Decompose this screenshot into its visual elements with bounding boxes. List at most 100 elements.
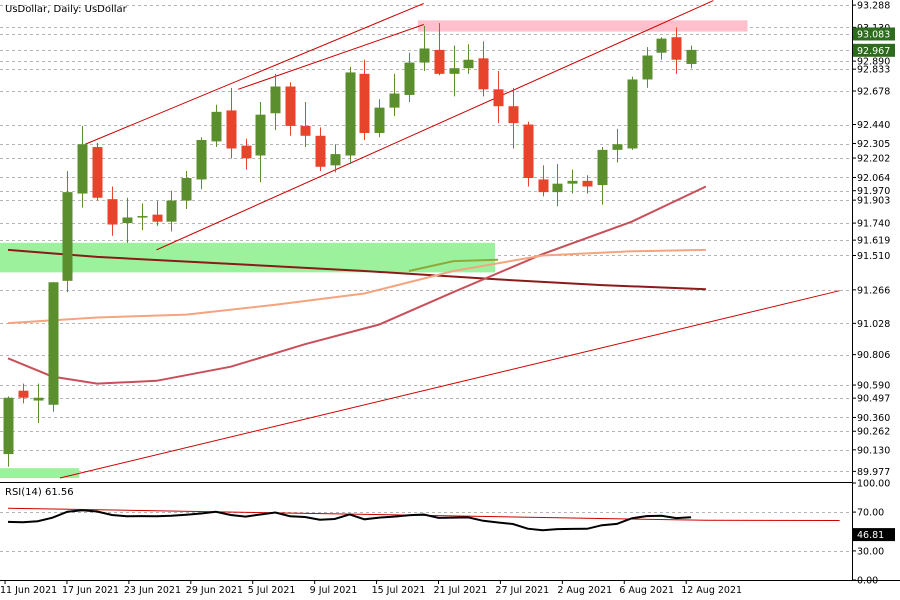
price-tick-label: 91.619 xyxy=(857,236,890,247)
rsi-tick-label: 100.00 xyxy=(857,479,890,490)
mid-ma-line xyxy=(7,185,707,385)
price-tick-label: 91.510 xyxy=(857,251,890,262)
moving-averages xyxy=(7,185,707,385)
price-tick-label: 90.130 xyxy=(857,445,890,456)
window-title: UsDollar, Daily: UsDollar xyxy=(5,4,128,15)
rsi-tag-label: 46.81 xyxy=(857,530,884,541)
time-tick-label: 11 Jun 2021 xyxy=(0,585,57,596)
price-tick-label: 90.590 xyxy=(857,381,890,392)
rsi-tick-label: 30.00 xyxy=(857,546,884,557)
bull-candle-body xyxy=(62,192,73,281)
bear-candle-body xyxy=(226,110,237,149)
fast-ma-line xyxy=(7,248,706,325)
time-tick-label: 23 Jun 2021 xyxy=(124,585,181,596)
price-tick-label: 89.977 xyxy=(857,467,890,478)
price-tag-label: 93.083 xyxy=(857,29,890,40)
bull-candle-body xyxy=(656,38,667,53)
bull-candle-body xyxy=(567,180,578,184)
price-tick-label: 92.305 xyxy=(857,139,890,150)
bear-candle-body xyxy=(152,214,163,222)
price-tick-label: 91.740 xyxy=(857,219,890,230)
candlesticks xyxy=(3,23,697,467)
bull-candle-body xyxy=(389,93,400,108)
time-tick-label: 6 Aug 2021 xyxy=(619,585,674,596)
bull-candle-body xyxy=(122,217,133,224)
price-tick-label: 91.028 xyxy=(857,319,890,330)
price-tick-label: 92.440 xyxy=(857,120,890,131)
bull-candle-body xyxy=(374,107,385,133)
bear-candle-body xyxy=(582,180,593,187)
price-tick-label: 90.262 xyxy=(857,427,890,438)
bull-candle-body xyxy=(48,282,59,405)
bear-candle-body xyxy=(241,145,252,159)
trendline xyxy=(85,2,424,145)
rsi-tag-background xyxy=(853,528,895,542)
bear-candle-body xyxy=(285,86,296,126)
trendline xyxy=(156,0,714,251)
price-tick-label: 92.678 xyxy=(857,87,890,98)
price-tick-label: 92.833 xyxy=(857,65,890,76)
time-tick-label: 17 Jun 2021 xyxy=(62,585,119,596)
bull-candle-body xyxy=(419,48,430,63)
zones xyxy=(0,20,748,478)
bull-candle-body xyxy=(627,79,638,149)
bull-candle-body xyxy=(255,114,266,156)
time-tick-label: 5 Jul 2021 xyxy=(248,585,296,596)
price-tick-label: 92.064 xyxy=(857,173,890,184)
bull-candle-body xyxy=(345,72,356,156)
bear-candle-body xyxy=(107,199,118,225)
green-demand-zone xyxy=(0,242,496,273)
rsi-tick-label: 70.00 xyxy=(857,508,884,519)
slow-ma-line xyxy=(7,248,706,291)
ma-green-segment xyxy=(408,258,499,272)
green-low-zone xyxy=(0,468,80,478)
bear-candle-body xyxy=(434,49,445,74)
bull-candle-body xyxy=(137,216,148,218)
bull-candle-body xyxy=(597,149,608,186)
bull-candle-body xyxy=(33,397,44,401)
bear-candle-body xyxy=(92,147,103,198)
bull-candle-body xyxy=(686,49,697,64)
price-tick-label: 90.497 xyxy=(857,394,890,405)
bear-candle-body xyxy=(493,89,504,107)
trendlines xyxy=(59,0,840,479)
bull-candle-body xyxy=(77,144,88,194)
bull-candle-body xyxy=(463,59,474,69)
pink-supply-zone xyxy=(417,20,748,32)
bull-candle-body xyxy=(196,140,207,180)
price-tick-label: 92.202 xyxy=(857,154,890,165)
bull-candle-body xyxy=(3,397,14,455)
bear-candle-body xyxy=(478,58,489,90)
time-tick-label: 12 Aug 2021 xyxy=(681,585,742,596)
bull-candle-body xyxy=(270,86,281,114)
price-tick-label: 92.890 xyxy=(857,57,890,68)
price-tick-label: 91.903 xyxy=(857,196,890,207)
bear-candle-body xyxy=(359,73,370,133)
time-tick-label: 15 Jul 2021 xyxy=(372,585,426,596)
trendline xyxy=(238,24,424,90)
price-tag-label: 92.967 xyxy=(857,46,890,57)
bull-candle-body xyxy=(330,154,341,166)
time-tick-label: 29 Jun 2021 xyxy=(186,585,243,596)
bull-candle-body xyxy=(612,144,623,150)
bear-candle-body xyxy=(508,106,519,124)
bull-candle-body xyxy=(449,68,460,74)
bear-candle-body xyxy=(300,125,311,136)
trendline xyxy=(59,290,840,479)
time-tick-label: 9 Jul 2021 xyxy=(310,585,358,596)
price-tick-label: 91.970 xyxy=(857,186,890,197)
rsi-line xyxy=(7,509,692,532)
price-tick-label: 90.360 xyxy=(857,413,890,424)
bull-candle-body xyxy=(404,62,415,95)
time-tick-label: 21 Jul 2021 xyxy=(434,585,488,596)
time-tick-label: 2 Aug 2021 xyxy=(557,585,612,596)
rsi-title: RSI(14) 61.56 xyxy=(5,487,74,498)
bull-candle-body xyxy=(181,178,192,201)
price-tick-label: 91.266 xyxy=(857,285,890,296)
rsi-signal-line xyxy=(7,507,840,521)
time-tick-label: 27 Jul 2021 xyxy=(495,585,549,596)
rsi-tick-label: 0.00 xyxy=(857,576,878,587)
bull-candle-body xyxy=(552,183,563,193)
